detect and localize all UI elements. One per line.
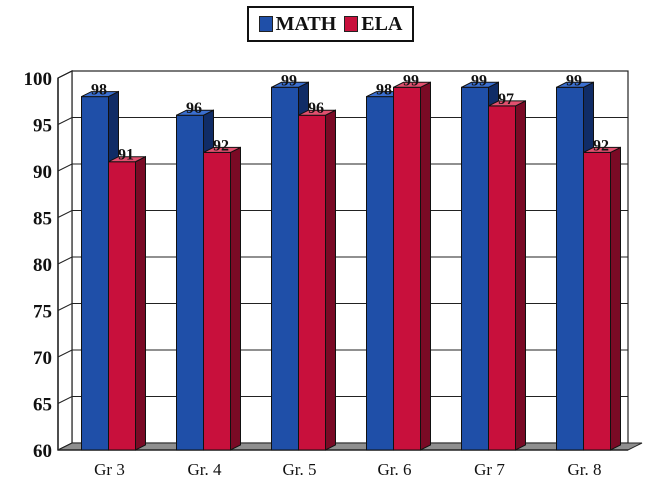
data-label-ela: 96 <box>308 100 324 117</box>
bar-math-front <box>367 97 394 450</box>
data-label-ela: 92 <box>213 137 229 154</box>
x-tick-label: Gr. 6 <box>378 460 412 479</box>
bar-ela-side <box>326 110 336 450</box>
y-tick-label: 85 <box>33 209 52 230</box>
bar-ela-side <box>421 82 431 450</box>
x-tick-label: Gr. 8 <box>568 460 602 479</box>
bar-ela-side <box>516 101 526 450</box>
x-tick-label: Gr 7 <box>474 460 505 479</box>
y-tick-label: 70 <box>33 348 52 369</box>
y-tick-label: 80 <box>33 255 52 276</box>
bar-ela-front <box>109 162 136 450</box>
x-tick-label: Gr. 4 <box>188 460 223 479</box>
bar-ela-side <box>611 147 621 450</box>
x-tick-label: Gr 3 <box>94 460 125 479</box>
bar-ela-front <box>299 115 326 450</box>
bar-math-front <box>272 87 299 450</box>
y-tick-label: 60 <box>33 441 52 462</box>
data-label-math: 98 <box>376 82 392 99</box>
y-tick-label: 90 <box>33 162 52 183</box>
bar-ela-front <box>204 152 231 450</box>
x-tick-label: Gr. 5 <box>283 460 317 479</box>
data-label-math: 99 <box>566 72 582 89</box>
bar-ela-front <box>584 152 611 450</box>
bar-math-front <box>82 97 109 450</box>
bar-math-front <box>557 87 584 450</box>
bar-math-front <box>177 115 204 450</box>
data-label-ela: 91 <box>118 147 134 164</box>
bar-ela-side <box>136 157 146 450</box>
data-label-math: 99 <box>281 72 297 89</box>
bar-ela-front <box>489 106 516 450</box>
data-label-ela: 92 <box>593 137 609 154</box>
y-tick-label: 75 <box>33 302 52 323</box>
y-tick-label: 65 <box>33 395 52 416</box>
bar-ela-front <box>394 87 421 450</box>
y-tick-label: 100 <box>24 69 53 90</box>
data-label-ela: 97 <box>498 91 514 108</box>
data-label-math: 99 <box>471 72 487 89</box>
data-label-math: 96 <box>186 100 202 117</box>
data-label-ela: 99 <box>403 72 419 89</box>
y-tick-label: 95 <box>33 116 52 137</box>
bar-ela-side <box>231 147 241 450</box>
data-label-math: 98 <box>91 82 107 99</box>
bar-math-front <box>462 87 489 450</box>
